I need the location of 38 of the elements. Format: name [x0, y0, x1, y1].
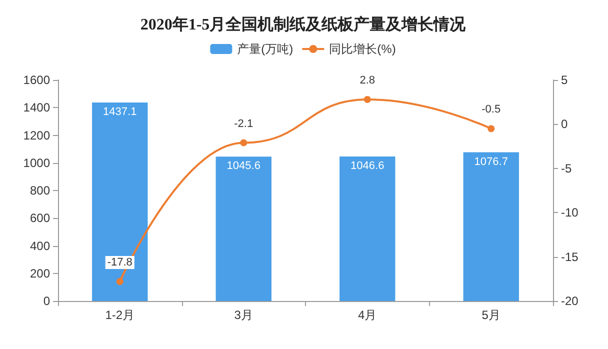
- data-label: 1046.6: [350, 160, 384, 172]
- data-label: 1437.1: [103, 106, 137, 118]
- y-tick-label: 1600: [23, 73, 50, 87]
- data-label: -17.8: [107, 256, 132, 269]
- data-label: 1076.7: [474, 156, 508, 168]
- data-label: -0.5: [482, 104, 501, 116]
- y2-tick-label: 5: [561, 73, 568, 87]
- bar: [340, 156, 396, 301]
- y2-tick-label: -10: [561, 206, 579, 220]
- legend-label: 产量(万吨): [237, 42, 294, 56]
- y-tick-label: 1200: [23, 128, 50, 142]
- x-tick-label: 3月: [234, 308, 253, 322]
- x-tick-label: 1-2月: [105, 308, 135, 322]
- x-tick-label: 5月: [482, 308, 500, 322]
- data-label: -2.1: [234, 118, 254, 130]
- y2-tick-label: -15: [561, 250, 579, 264]
- y2-tick-label: -5: [561, 161, 572, 176]
- chart-title: 2020年1-5月全国机制纸及纸板产量及增长情况: [140, 16, 467, 34]
- y-tick-label: 1000: [23, 156, 50, 170]
- bar: [216, 156, 272, 301]
- y2-tick-label: 0: [561, 117, 568, 132]
- y-tick-label: 200: [30, 266, 50, 280]
- point: [240, 139, 248, 146]
- point: [488, 125, 495, 132]
- y-tick-label: 600: [30, 211, 50, 226]
- x-tick-label: 4月: [358, 308, 377, 322]
- legend-label: 同比增长(%): [329, 42, 396, 56]
- point: [116, 278, 124, 286]
- y-tick-label: 0: [43, 294, 50, 308]
- y-tick-label: 400: [30, 238, 50, 253]
- point: [364, 96, 371, 103]
- bar: [92, 102, 148, 301]
- y-tick-label: 800: [30, 184, 50, 198]
- bar: [463, 152, 519, 301]
- y-tick-label: 1400: [23, 100, 50, 115]
- data-label: 2.8: [360, 74, 376, 86]
- data-label: 1045.6: [226, 160, 260, 172]
- y2-tick-label: -20: [561, 294, 579, 308]
